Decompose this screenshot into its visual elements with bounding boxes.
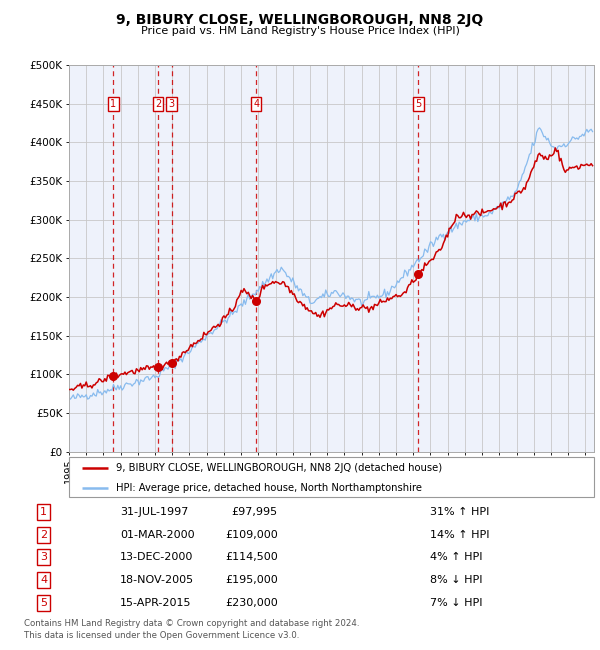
Text: 13-DEC-2000: 13-DEC-2000 [120,552,193,562]
Text: 8% ↓ HPI: 8% ↓ HPI [430,575,482,585]
Text: 2: 2 [155,99,161,109]
Text: £97,995: £97,995 [232,507,278,517]
Text: £109,000: £109,000 [225,530,278,540]
Text: 4: 4 [40,575,47,585]
Text: 7% ↓ HPI: 7% ↓ HPI [430,598,482,608]
Text: 18-NOV-2005: 18-NOV-2005 [120,575,194,585]
Text: £114,500: £114,500 [225,552,278,562]
Text: Price paid vs. HM Land Registry's House Price Index (HPI): Price paid vs. HM Land Registry's House … [140,26,460,36]
Text: 3: 3 [169,99,175,109]
Text: £195,000: £195,000 [225,575,278,585]
Text: 4: 4 [253,99,259,109]
Text: 1: 1 [40,507,47,517]
Text: 14% ↑ HPI: 14% ↑ HPI [430,530,490,540]
Text: 2: 2 [40,530,47,540]
Text: 3: 3 [40,552,47,562]
Text: 1: 1 [110,99,116,109]
Text: This data is licensed under the Open Government Licence v3.0.: This data is licensed under the Open Gov… [24,630,299,640]
Text: 5: 5 [415,99,421,109]
FancyBboxPatch shape [69,457,594,497]
Text: 01-MAR-2000: 01-MAR-2000 [120,530,194,540]
Text: 31-JUL-1997: 31-JUL-1997 [120,507,188,517]
Text: 4% ↑ HPI: 4% ↑ HPI [430,552,482,562]
Text: 9, BIBURY CLOSE, WELLINGBOROUGH, NN8 2JQ: 9, BIBURY CLOSE, WELLINGBOROUGH, NN8 2JQ [116,13,484,27]
Text: 31% ↑ HPI: 31% ↑ HPI [430,507,490,517]
Text: Contains HM Land Registry data © Crown copyright and database right 2024.: Contains HM Land Registry data © Crown c… [24,619,359,628]
Text: £230,000: £230,000 [225,598,278,608]
Text: 15-APR-2015: 15-APR-2015 [120,598,191,608]
Text: 5: 5 [40,598,47,608]
Text: 9, BIBURY CLOSE, WELLINGBOROUGH, NN8 2JQ (detached house): 9, BIBURY CLOSE, WELLINGBOROUGH, NN8 2JQ… [116,463,442,473]
Text: HPI: Average price, detached house, North Northamptonshire: HPI: Average price, detached house, Nort… [116,484,422,493]
